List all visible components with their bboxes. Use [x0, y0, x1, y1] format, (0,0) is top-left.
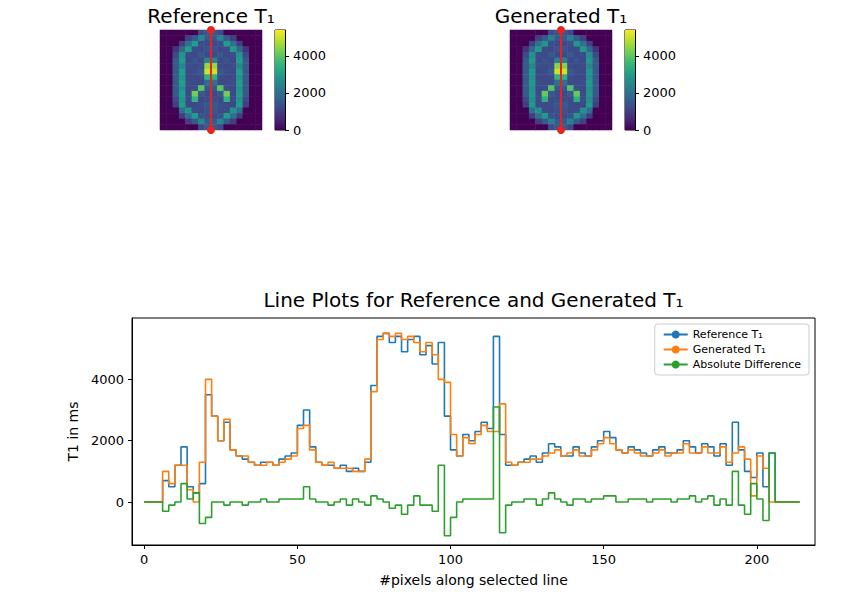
svg-text:Generated T₁: Generated T₁ [693, 343, 766, 356]
svg-text:0: 0 [116, 495, 124, 510]
svg-text:Line Plots for Reference and G: Line Plots for Reference and Generated T… [263, 288, 683, 312]
svg-text:0: 0 [140, 552, 148, 567]
svg-text:150: 150 [591, 552, 616, 567]
svg-text:Reference T₁: Reference T₁ [147, 4, 274, 28]
svg-text:2000: 2000 [91, 433, 124, 448]
svg-text:0: 0 [293, 123, 301, 138]
svg-text:T1 in ms: T1 in ms [65, 401, 81, 462]
svg-text:Generated T₁: Generated T₁ [495, 4, 628, 28]
svg-text:0: 0 [643, 123, 651, 138]
svg-text:50: 50 [289, 552, 306, 567]
svg-text:2000: 2000 [643, 85, 676, 100]
svg-text:Absolute Difference: Absolute Difference [693, 358, 802, 371]
svg-text:4000: 4000 [91, 372, 124, 387]
svg-text:4000: 4000 [293, 48, 326, 63]
svg-text:100: 100 [438, 552, 463, 567]
svg-text:4000: 4000 [643, 48, 676, 63]
svg-text:2000: 2000 [293, 85, 326, 100]
svg-text:#pixels along selected line: #pixels along selected line [379, 572, 568, 588]
svg-text:200: 200 [744, 552, 769, 567]
svg-text:Reference T₁: Reference T₁ [693, 328, 763, 341]
